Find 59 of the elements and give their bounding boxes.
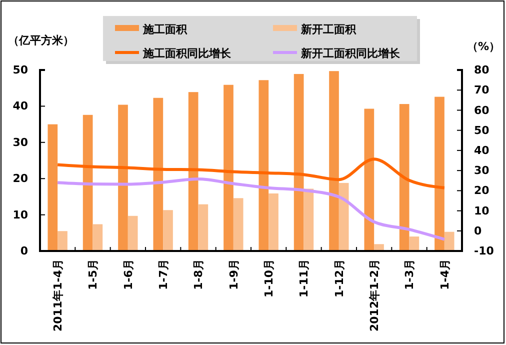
y-tick-label: 10 <box>12 208 28 222</box>
line-series <box>56 158 446 190</box>
x-tick-label: 1-9月 <box>227 259 240 290</box>
bar <box>128 216 138 251</box>
y2-tick-label: 30 <box>474 164 490 178</box>
y2-tick-label: 20 <box>474 184 490 198</box>
y-tick-label: 50 <box>12 64 28 77</box>
legend-label: 新开工面积 <box>300 23 357 36</box>
bar <box>163 210 173 251</box>
y2-tick-label: 0 <box>474 224 482 238</box>
bar <box>48 124 58 251</box>
bar <box>233 198 244 251</box>
y2-tick-label: 60 <box>474 104 490 117</box>
legend-label: 施工面积 <box>142 23 188 36</box>
bar <box>399 104 410 251</box>
y2-tick-label: -10 <box>474 244 494 258</box>
y2-tick-label: 80 <box>474 64 490 77</box>
y2-tick-label: 10 <box>474 204 490 218</box>
x-tick-label: 1-10月 <box>262 259 276 298</box>
bar <box>364 108 374 251</box>
y2-axis-title: （%） <box>466 40 500 53</box>
x-tick-label: 1-8月 <box>192 259 206 290</box>
x-tick-label: 1-12月 <box>332 259 346 298</box>
y-tick-label: 20 <box>12 172 28 186</box>
y2-tick-label: 40 <box>474 144 490 157</box>
line-series <box>56 178 446 241</box>
bar <box>118 104 128 251</box>
legend-label: 施工面积同比增长 <box>142 47 232 60</box>
bar <box>409 236 420 251</box>
bar <box>92 224 103 251</box>
x-tick-label: 1-6月 <box>122 259 135 290</box>
bar <box>188 92 198 251</box>
y-tick-label: 40 <box>12 100 28 113</box>
x-tick-label: 1-5月 <box>86 259 100 290</box>
x-tick-label: 1-3月 <box>403 259 416 290</box>
bar <box>444 232 454 251</box>
legend-label: 新开工面积同比增长 <box>300 47 401 60</box>
y-tick-label: 30 <box>12 136 28 149</box>
bar <box>338 182 349 251</box>
y-tick-label: 0 <box>20 244 28 258</box>
bar <box>82 114 93 251</box>
bar <box>304 188 314 251</box>
bar <box>258 80 269 251</box>
y2-tick-label: 70 <box>474 84 490 97</box>
bar <box>58 231 68 251</box>
bar <box>294 74 304 251</box>
bar <box>434 96 444 251</box>
x-tick-label: 2012年1-2月 <box>368 259 381 332</box>
x-tick-label: 1-7月 <box>156 259 170 290</box>
bar <box>224 84 234 251</box>
y-axis-title: （亿平方米） <box>8 34 74 47</box>
y2-tick-label: 50 <box>474 124 490 137</box>
x-tick-label: 2011年1-4月 <box>51 259 64 332</box>
bar <box>153 98 164 251</box>
bar <box>268 193 278 251</box>
bar <box>329 71 339 251</box>
bar <box>198 204 208 251</box>
x-tick-label: 1-11月 <box>298 259 311 298</box>
x-tick-label: 1-4月 <box>438 259 452 290</box>
